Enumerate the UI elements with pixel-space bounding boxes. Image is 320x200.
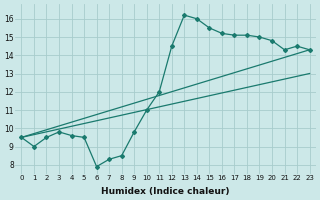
X-axis label: Humidex (Indice chaleur): Humidex (Indice chaleur) [101,187,230,196]
